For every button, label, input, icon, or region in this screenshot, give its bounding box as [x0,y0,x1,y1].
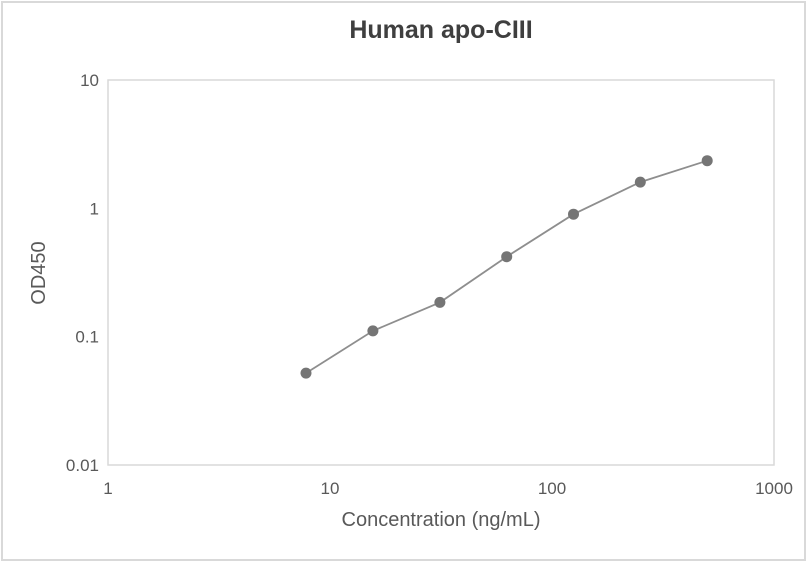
x-tick-label: 1000 [755,479,793,498]
series-line [305,159,708,374]
data-point [501,251,513,263]
data-point [568,208,579,220]
y-tick-label: 0.01 [66,456,99,475]
data-point [434,296,446,308]
data-point [701,155,713,167]
data-point [367,325,379,337]
plot-border [107,79,775,466]
x-tick-label: 100 [538,479,566,498]
x-axis-title: Concentration (ng/mL) [341,509,541,531]
y-tick-label: 10 [80,71,99,90]
y-tick-label: 1 [90,199,99,218]
y-tick-label: 0.1 [75,328,99,347]
x-tick-label: 10 [321,479,340,498]
chart-title: Human apo-CIII [349,16,533,44]
x-tick-label: 1 [103,479,112,498]
data-point [300,367,312,379]
data-point [634,176,646,188]
